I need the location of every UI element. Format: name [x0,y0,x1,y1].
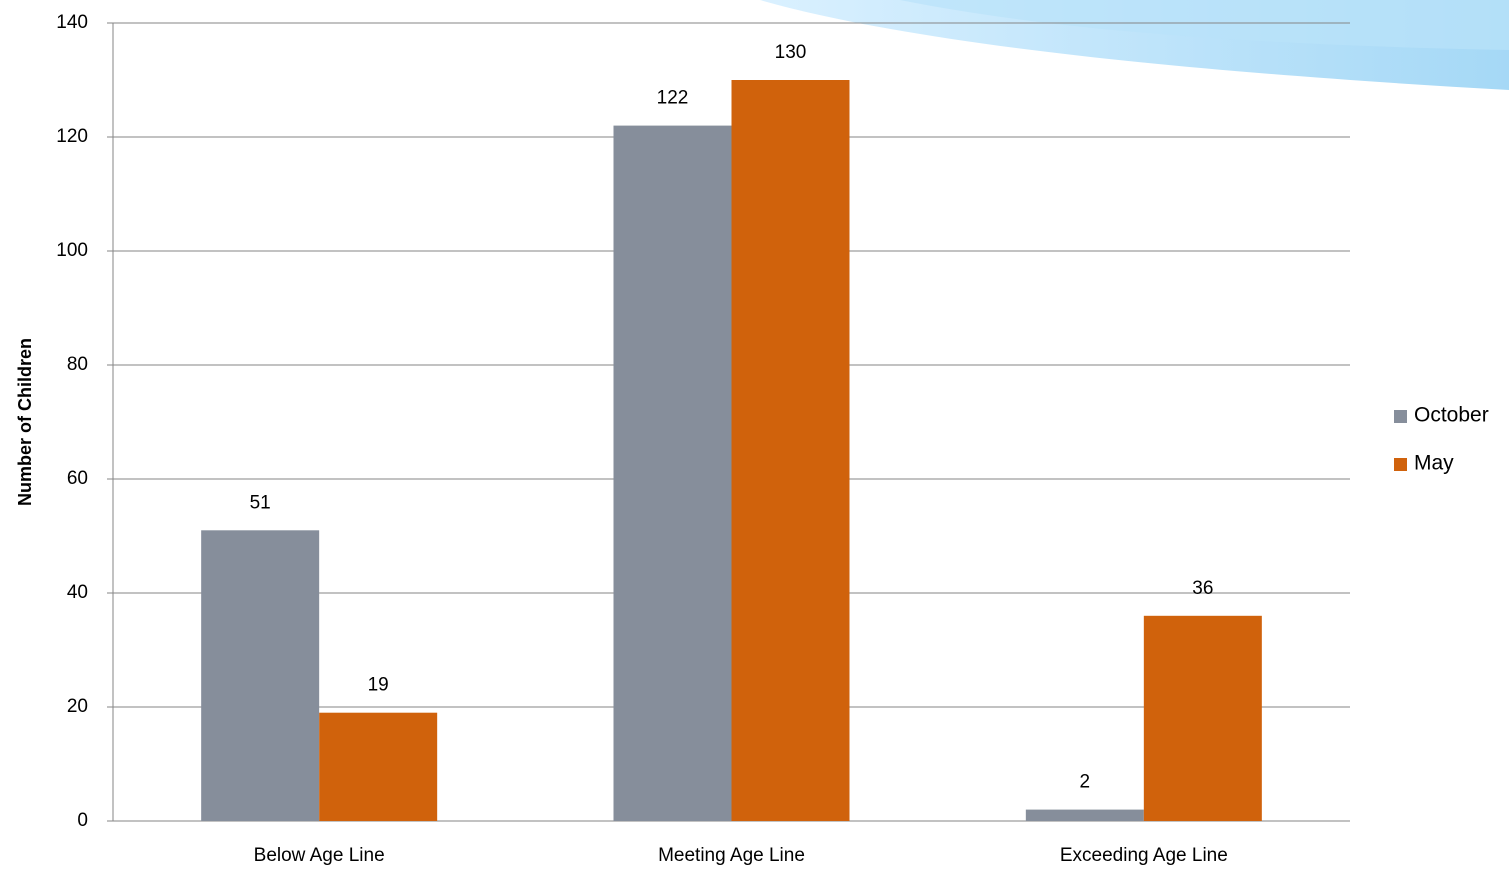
legend-swatch [1394,410,1407,423]
decoration [900,0,1509,50]
bar [613,125,732,822]
bar [1143,615,1262,821]
bar [731,80,850,821]
y-tick-label: 80 [67,354,88,375]
data-label: 36 [1192,578,1213,599]
y-tick-label: 120 [56,126,88,147]
data-label: 122 [657,88,689,109]
legend-label: May [1414,452,1454,475]
bar [319,712,438,821]
data-label: 2 [1080,772,1091,793]
bar [1025,809,1144,821]
y-tick-label: 40 [67,582,88,603]
y-tick-label: 140 [56,12,88,33]
x-tick-label: Below Age Line [254,845,385,866]
y-tick-label: 60 [67,468,88,489]
y-axis-label: Number of Children [15,338,35,506]
bar [201,530,320,821]
legend-swatch [1394,458,1407,471]
legend-label: October [1414,404,1489,427]
x-tick-label: Exceeding Age Line [1060,845,1228,866]
x-tick-label: Meeting Age Line [658,845,805,866]
y-tick-label: 0 [77,810,88,831]
data-label: 51 [250,492,271,513]
y-tick-label: 20 [67,696,88,717]
y-tick-label: 100 [56,240,88,261]
data-label: 130 [775,42,807,63]
data-label: 19 [368,675,389,696]
